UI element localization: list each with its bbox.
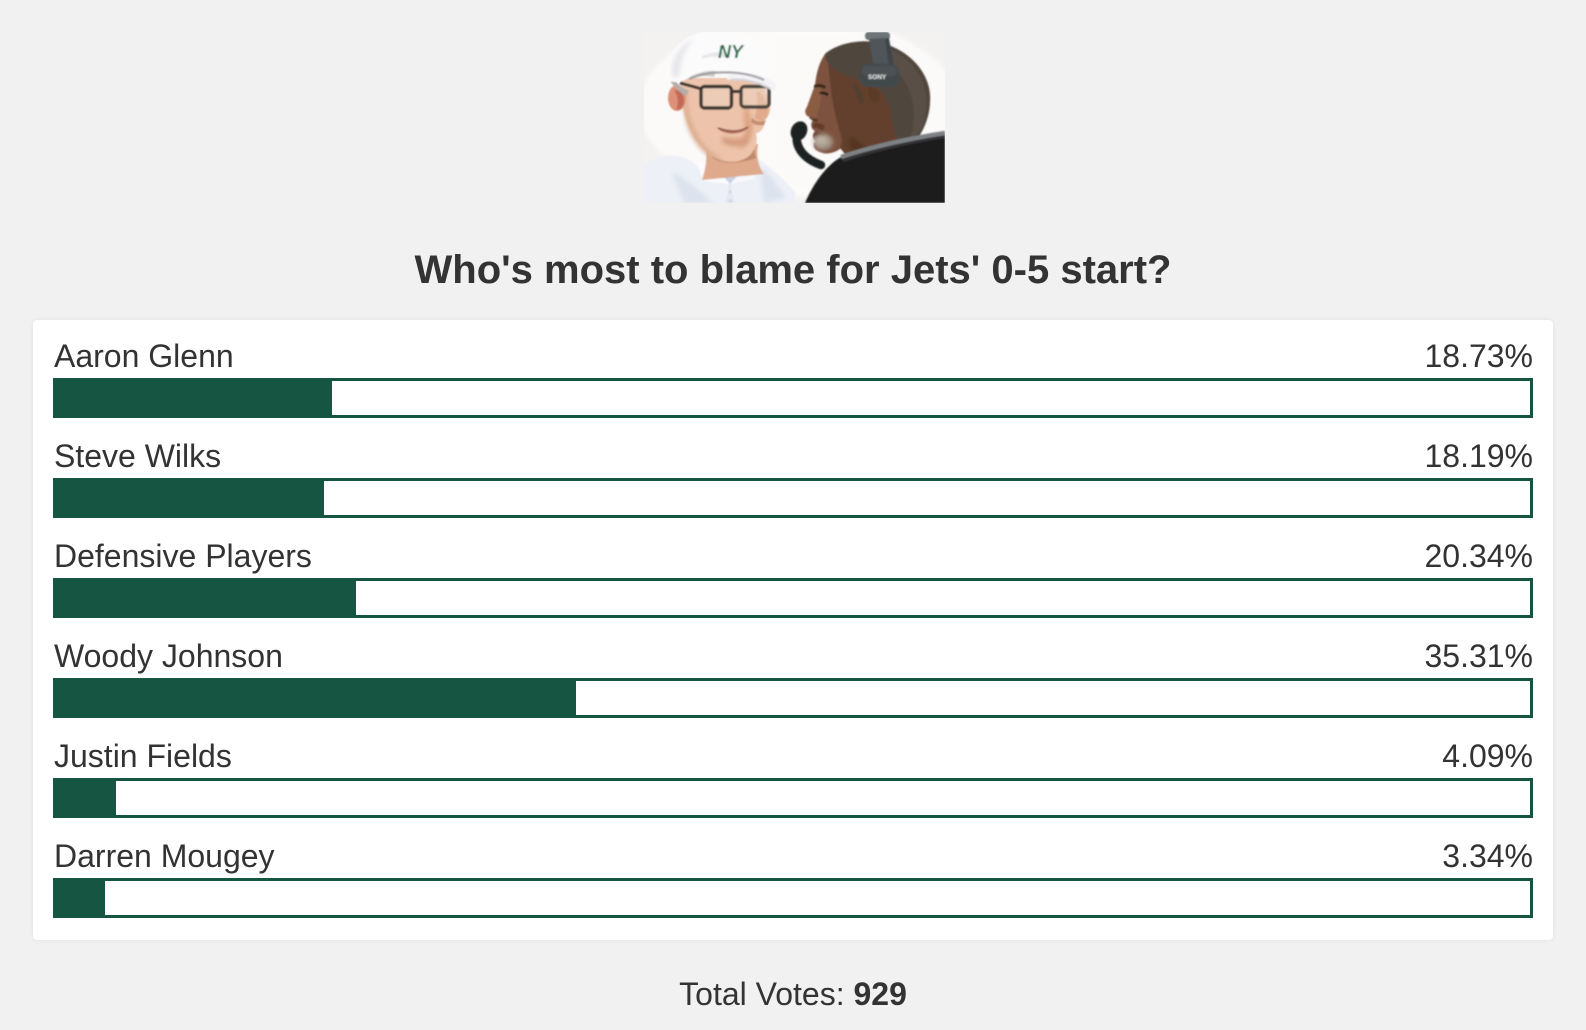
svg-text:SONY: SONY (868, 74, 887, 81)
svg-text:NY: NY (718, 42, 745, 62)
